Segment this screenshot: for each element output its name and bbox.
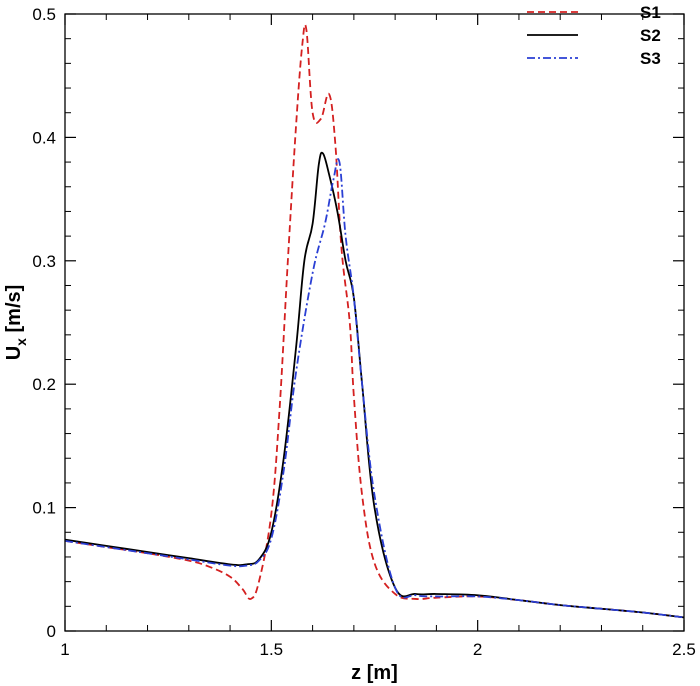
series-line-s3 [64, 158, 685, 619]
x-axis-title: z [m] [351, 662, 398, 684]
y-tick-label: 0.2 [32, 375, 56, 394]
y-axis-title-subscript: x [13, 338, 29, 346]
x-tick-label: 2.5 [672, 640, 696, 659]
minor-ticks [65, 14, 684, 631]
svg-text:Ux [m/s]: Ux [m/s] [3, 285, 29, 361]
y-tick-label: 0.1 [32, 499, 56, 518]
y-tick-label: 0.3 [32, 252, 56, 271]
legend-label-s3: S3 [640, 49, 661, 68]
y-axis-title-unit: [m/s] [3, 285, 25, 338]
series-line-s2 [64, 151, 685, 619]
x-tick-label: 2 [473, 640, 482, 659]
series-lines [64, 23, 685, 619]
y-tick-label: 0.5 [32, 5, 56, 24]
y-tick-label: 0.4 [32, 128, 56, 147]
x-tick-labels: 1 1.5 2 2.5 [60, 640, 696, 659]
x-tick-label: 1.5 [260, 640, 284, 659]
legend-label-s1: S1 [640, 3, 661, 22]
y-axis-title-main: U [3, 346, 25, 360]
series-line-s1 [64, 23, 685, 619]
legend: S1 S2 S3 [527, 3, 661, 68]
plot-frame [64, 13, 685, 632]
major-ticks [64, 13, 685, 632]
y-tick-label: 0 [47, 622, 56, 641]
x-tick-label: 1 [60, 640, 69, 659]
legend-label-s2: S2 [640, 26, 661, 45]
y-axis-title: Ux [m/s] [3, 285, 29, 361]
y-tick-labels: 0 0.1 0.2 0.3 0.4 0.5 [32, 5, 56, 641]
